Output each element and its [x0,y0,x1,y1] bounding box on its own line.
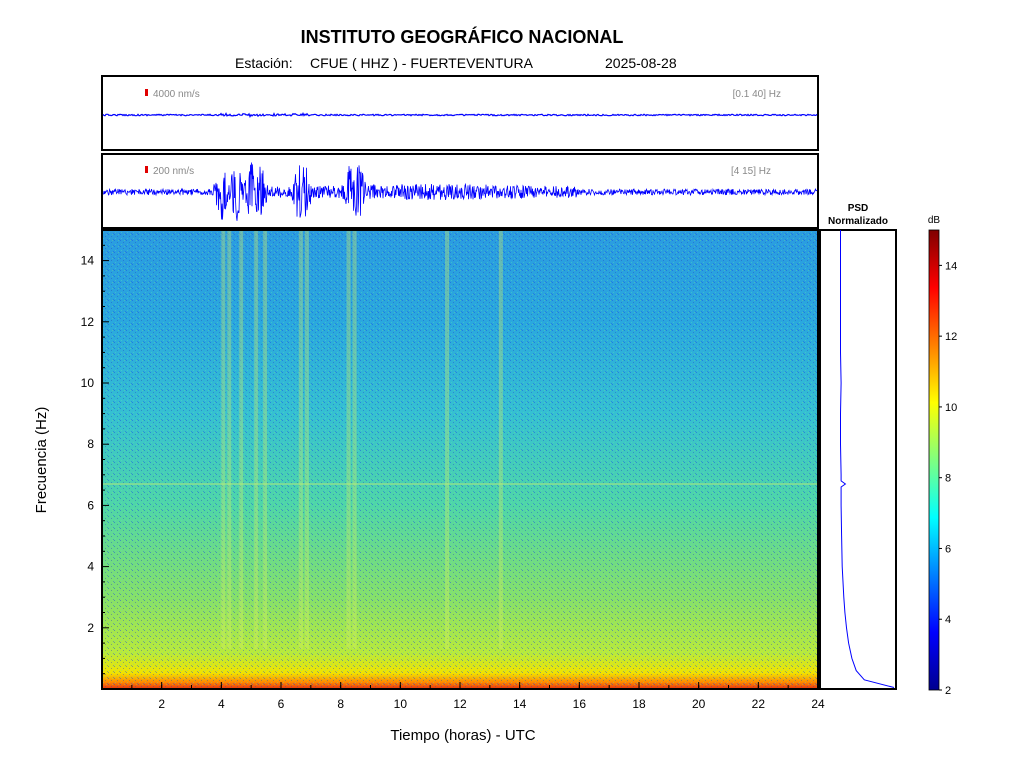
y-tick-label-12: 12 [81,315,95,329]
y-tick-label-4: 4 [87,560,94,574]
spectrogram-band-7 [346,230,351,649]
band-label-2: [4 15] Hz [731,166,771,177]
colorbar-tick-label-4: 4 [945,614,951,626]
psd-title-line1: PSD [848,203,869,214]
x-tick-label-16: 16 [573,697,587,711]
x-tick-label-24: 24 [811,697,825,711]
scale-label-2: 200 nm/s [153,166,194,177]
spectrogram-band-1 [227,230,232,649]
waveform-trace-1 [102,112,818,119]
x-tick-label-6: 6 [278,697,285,711]
x-tick-label-22: 22 [752,697,766,711]
waveform-trace-2 [102,162,818,221]
spectrogram-band-2 [239,230,244,649]
scale-marker-2 [145,166,148,173]
colorbar-tick-label-14: 14 [945,260,957,272]
colorbar-tick-label-8: 8 [945,473,951,485]
station-date: 2025-08-28 [605,55,677,71]
x-tick-label-20: 20 [692,697,706,711]
x-tick-label-8: 8 [337,697,344,711]
y-tick-label-10: 10 [81,376,95,390]
colorbar-tick-label-12: 12 [945,331,957,343]
page-title: INSTITUTO GEOGRÁFICO NACIONAL [300,27,624,47]
x-axis-label: Tiempo (horas) - UTC [390,727,535,744]
spectrogram-noise [102,230,818,689]
spectrogram-band-8 [352,230,357,649]
station-prefix: Estación: [235,55,293,71]
x-tick-label-12: 12 [453,697,467,711]
psd-title-line2: Normalizado [828,216,888,227]
spectrogram-band-9 [445,230,450,649]
x-tick-label-10: 10 [394,697,408,711]
colorbar-tick-label-6: 6 [945,543,951,555]
psd-panel: PSD Normalizado [819,203,897,690]
x-tick-label-18: 18 [632,697,646,711]
scale-marker-1 [145,89,148,96]
psd-curve [840,230,895,688]
y-tick-label-2: 2 [87,621,94,635]
spectrogram-band-6 [304,230,309,649]
scale-label-1: 4000 nm/s [153,89,200,100]
x-tick-label-2: 2 [158,697,165,711]
x-tick-label-4: 4 [218,697,225,711]
colorbar: dB 2 4 6 8 10 12 14 [928,215,957,697]
spectrogram-band-10 [498,230,503,649]
spectrogram-band-5 [298,230,303,649]
y-tick-label-6: 6 [87,498,94,512]
colorbar-label: dB [928,215,941,226]
colorbar-tick-label-2: 2 [945,685,951,697]
spectrogram-band-4 [263,230,268,649]
waveform-panel-2: 200 nm/s [4 15] Hz [101,153,819,229]
spectrogram-band-0 [221,230,226,649]
colorbar-tick-label-10: 10 [945,402,957,414]
y-tick-label-14: 14 [81,254,95,268]
y-tick-label-8: 8 [87,437,94,451]
waveform-panel-1: 4000 nm/s [0.1 40] Hz [101,75,819,151]
x-tick-label-14: 14 [513,697,527,711]
spectrogram-band-3 [254,230,259,649]
y-axis-label: Frecuencia (Hz) [33,407,50,514]
band-label-1: [0.1 40] Hz [733,89,781,100]
station-name: CFUE ( HHZ ) - FUERTEVENTURA [310,55,533,71]
